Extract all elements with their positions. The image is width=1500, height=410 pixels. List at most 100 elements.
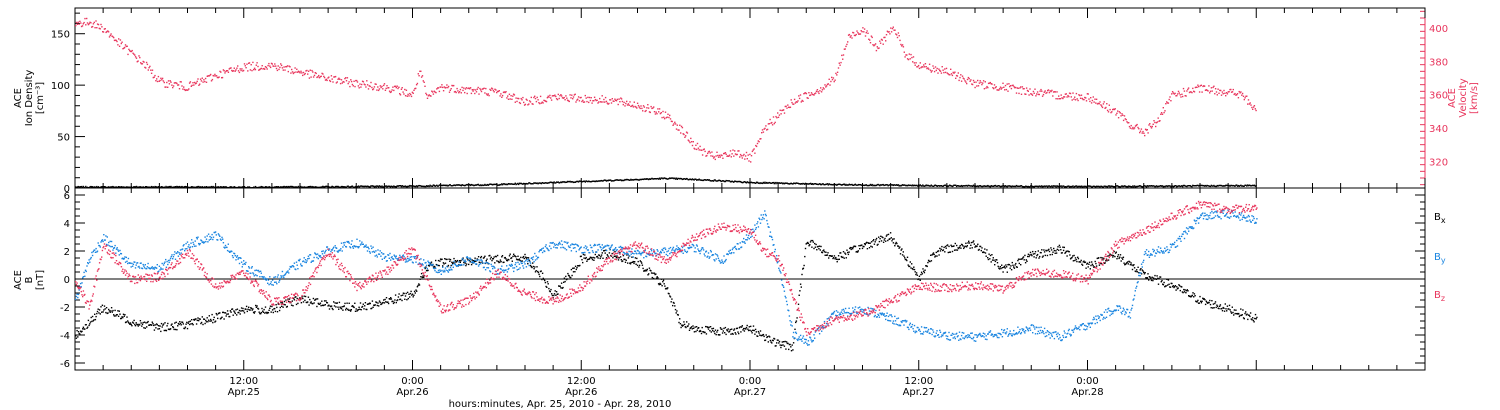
field-series-x-point <box>773 338 776 340</box>
field-series-x-point <box>1185 292 1187 294</box>
density-series-point <box>1057 185 1059 188</box>
field-series-x-point <box>851 247 853 249</box>
density-series-point <box>1220 184 1223 187</box>
density-series-point <box>695 178 697 180</box>
density-series-point <box>823 184 825 186</box>
field-series-x-point <box>257 308 260 310</box>
density-series-point <box>764 181 766 183</box>
velocity-series-point <box>1107 111 1110 113</box>
density-series-point <box>1032 185 1035 188</box>
velocity-series-point <box>869 42 872 44</box>
field-series-x-point <box>391 300 393 303</box>
density-series-point <box>643 178 646 180</box>
field-series-y-point <box>236 255 239 257</box>
density-series-point <box>674 178 677 180</box>
velocity-series-point <box>121 41 123 43</box>
field-series-x-point <box>1133 264 1135 266</box>
field-series-x-point <box>205 321 208 323</box>
field-series-x-point <box>818 248 820 250</box>
field-series-x-point <box>947 251 949 254</box>
velocity-series-point <box>480 90 483 93</box>
field-series-x-point <box>566 278 568 280</box>
field-series-x-point <box>1183 291 1186 293</box>
density-series-point <box>1180 185 1182 187</box>
velocity-series-point <box>947 73 949 75</box>
velocity-series-point <box>225 70 227 73</box>
density-series-point <box>453 184 456 186</box>
field-series-x-point <box>1041 256 1044 258</box>
velocity-series-point <box>211 78 214 81</box>
field-series-x-point <box>939 247 941 250</box>
velocity-series-point <box>120 42 122 45</box>
velocity-series-point <box>272 65 274 67</box>
density-series-point <box>305 186 307 188</box>
density-series-point <box>340 185 343 188</box>
velocity-series-point <box>1241 94 1243 96</box>
velocity-series-point <box>1012 84 1014 86</box>
velocity-series-point <box>458 91 461 93</box>
velocity-series-point <box>482 88 484 90</box>
density-series-point <box>719 180 721 182</box>
field-series-x-point <box>140 322 142 324</box>
velocity-series-point <box>998 88 1001 90</box>
density-series-point <box>707 179 709 181</box>
field-series-y-point <box>235 259 237 261</box>
density-series-point <box>993 185 996 187</box>
field-series-x-point <box>325 300 327 302</box>
velocity-series-point <box>906 58 909 60</box>
velocity-series-point <box>370 81 372 84</box>
density-series-point <box>997 185 999 187</box>
density-series-point <box>424 185 426 188</box>
velocity-series-point <box>836 71 839 73</box>
density-series-point <box>1238 185 1240 187</box>
density-series-point <box>688 178 690 181</box>
velocity-series-point <box>169 80 171 82</box>
field-series-x-point <box>336 302 338 304</box>
velocity-series-point <box>473 88 475 91</box>
density-series-point <box>175 186 177 188</box>
velocity-series-point <box>442 90 445 92</box>
velocity-series-point <box>1090 97 1092 99</box>
field-series-x-point <box>624 261 627 263</box>
axis-label-line: Velocity <box>1458 78 1469 117</box>
density-series-point <box>693 179 695 181</box>
density-series-point <box>579 180 581 182</box>
density-series-point <box>135 185 138 188</box>
velocity-series-point <box>302 74 304 77</box>
velocity-series-point <box>1106 103 1108 105</box>
density-series-point <box>888 184 890 186</box>
density-series-point <box>82 185 84 188</box>
density-series-point <box>875 184 878 187</box>
field-series-x-point <box>781 341 783 343</box>
density-series-point <box>761 182 764 185</box>
field-series-x-point <box>413 290 416 293</box>
velocity-series-point <box>626 104 629 106</box>
field-series-x-point <box>1056 248 1058 251</box>
velocity-series-point <box>426 97 429 99</box>
density-series-point <box>136 186 138 189</box>
velocity-series-point <box>210 73 212 76</box>
field-series-x-point <box>444 262 447 264</box>
density-series-point <box>723 180 725 182</box>
density-series-point <box>620 179 623 182</box>
velocity-series-point <box>463 87 465 89</box>
velocity-series-point <box>377 86 379 88</box>
density-series-point <box>217 186 219 188</box>
density-series-point <box>523 182 525 185</box>
density-series-point <box>145 186 147 188</box>
velocity-series-point <box>420 76 423 78</box>
density-series-point <box>808 183 810 185</box>
density-series-point <box>571 181 573 183</box>
density-series-point <box>872 185 874 187</box>
density-series-point <box>1075 185 1078 187</box>
velocity-series-point <box>630 105 632 108</box>
field-series-x-point <box>518 258 521 260</box>
field-series-x-point <box>1202 297 1204 299</box>
field-series-x-point <box>508 255 511 257</box>
field-series-x-point <box>551 293 553 295</box>
density-series-point <box>847 184 849 186</box>
density-series-point <box>1223 185 1225 187</box>
field-series-x-point <box>515 256 517 258</box>
density-series-point <box>897 184 900 186</box>
